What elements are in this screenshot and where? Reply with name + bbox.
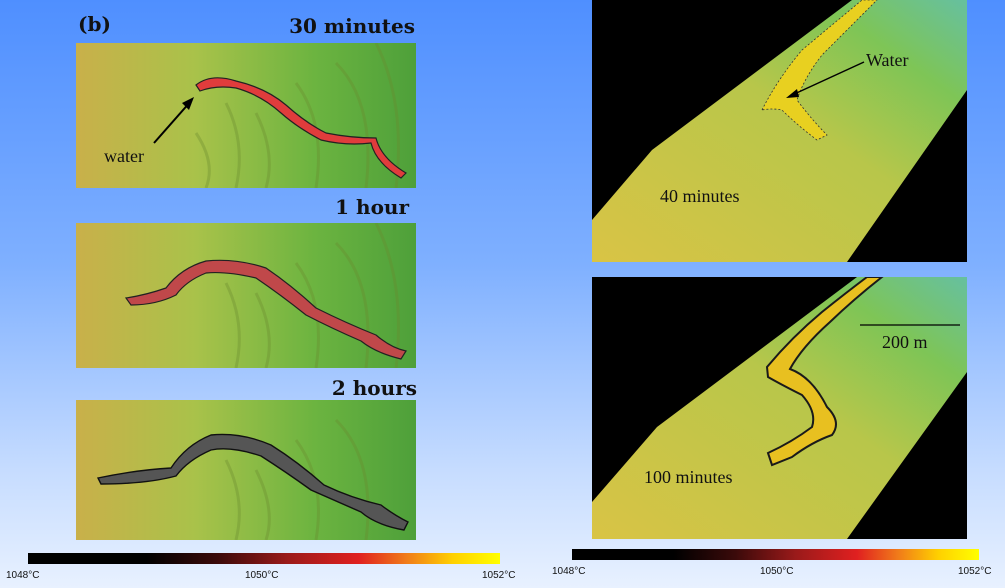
time-label-40min: 40 minutes (660, 186, 740, 206)
temperature-colorbar-right (572, 549, 979, 560)
terrain-panel-2hours (76, 400, 416, 540)
colorbar-max-label: 1052°C (482, 570, 516, 581)
terrain-panel-1hour (76, 223, 416, 368)
colorbar-min-label: 1048°C (552, 566, 586, 577)
colorbar-mid-label: 1050°C (760, 566, 794, 577)
panel-letter: (b) (78, 12, 111, 36)
colorbar-min-label: 1048°C (6, 570, 40, 581)
water-annotation-right: Water (866, 50, 909, 70)
scale-bar-label: 200 m (882, 332, 928, 352)
time-label-30min: 30 minutes (289, 14, 415, 38)
water-arrow-icon (153, 97, 194, 144)
perspective-panel-100min: 200 m 100 minutes (592, 277, 967, 539)
time-label-1hour: 1 hour (335, 195, 409, 219)
colorbar-max-label: 1052°C (958, 566, 992, 577)
time-label-100min: 100 minutes (644, 467, 733, 487)
time-label-2hours: 2 hours (331, 376, 417, 400)
water-arrow-icon (786, 61, 865, 98)
lava-flow (765, 277, 884, 467)
water-annotation: water (104, 146, 144, 166)
colorbar-mid-label: 1050°C (245, 570, 279, 581)
temperature-colorbar-left (28, 553, 500, 564)
terrain-panel-30min: water (76, 43, 416, 188)
lava-flow (761, 0, 878, 141)
perspective-panel-40min: 40 minutes Water (592, 0, 967, 262)
lava-flow (195, 77, 407, 179)
